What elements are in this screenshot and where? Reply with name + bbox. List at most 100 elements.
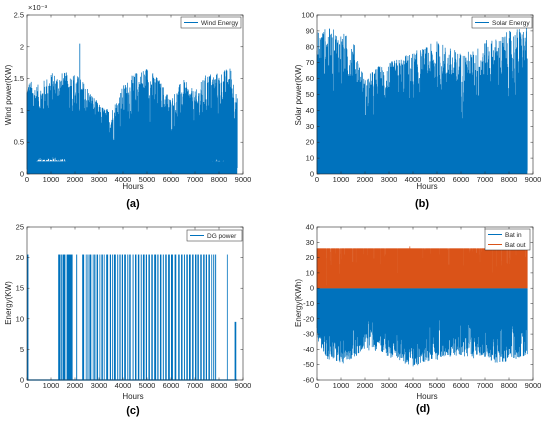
dg-on-block-14	[101, 254, 103, 380]
solar-caption: (b)	[415, 198, 429, 210]
dg-on-block-17	[109, 254, 111, 380]
dg-on-block-4	[66, 254, 73, 380]
dg-on-block-24	[127, 254, 129, 380]
dg-on-block-53	[208, 254, 210, 380]
dg-on-block-8	[87, 254, 89, 380]
axes-box	[26, 14, 244, 175]
dg-legend-label: DG power	[207, 233, 237, 240]
dg-on-block-1	[58, 254, 61, 380]
y-tick-label-4: 20	[16, 253, 24, 262]
dg-on-block-54	[211, 254, 213, 380]
x-tick-label-6: 6000	[453, 381, 470, 390]
dg-on-block-21	[119, 254, 121, 380]
solar-ylabel: Solar power(KW)	[294, 64, 303, 125]
x-tick-label-1: 1000	[333, 175, 350, 184]
x-tick-label-6: 6000	[163, 175, 180, 184]
bat-out-band	[317, 248, 528, 289]
dg-on-block-28	[137, 254, 140, 380]
x-tick-label-4: 4000	[405, 381, 422, 390]
dg-on-block-48	[195, 254, 197, 380]
dg-power-panel: 0 1000 2000 3000 4000 5000 6000 7000 8000 9000 0 5 1…	[4, 223, 251, 418]
dg-on-block-7	[85, 254, 87, 380]
wind-plot-area: 0 1000 2000 3000 4000 5000 6000 7000 8000 9000 0 0.…	[14, 11, 252, 185]
dg-on-block-55	[213, 254, 215, 380]
x-tick-label-9: 9000	[525, 381, 542, 390]
wind-legend: Wind Energy	[180, 16, 242, 29]
x-tick-label-7: 7000	[477, 175, 494, 184]
x-tick-label-4: 4000	[405, 175, 422, 184]
y-tick-label-1: 0.5	[14, 138, 24, 147]
dg-on-block-33	[151, 254, 153, 380]
dg-on-block-36	[159, 254, 162, 380]
dg-on-block-30	[142, 254, 145, 380]
solar-plot-area: 0 1000 2000 3000 4000 5000 6000 7000 8000 9000 0 10…	[301, 11, 541, 185]
x-tick-label-5: 5000	[429, 381, 446, 390]
dg-on-block-40	[171, 254, 173, 380]
y-tick-label-10: 100	[301, 11, 314, 20]
dg-on-block-15	[103, 254, 105, 380]
dg-on-block-42	[178, 254, 180, 380]
battery-legend-label-in: Bat in	[505, 232, 522, 239]
x-tick-label-2: 2000	[67, 175, 84, 184]
dg-on-block-16	[106, 254, 109, 380]
y-tick-label-6: 0	[310, 284, 314, 293]
wind-legend-label: Wind Energy	[201, 20, 239, 27]
y-tick-label-1: 10	[306, 154, 314, 163]
y-tick-label-8: 80	[306, 42, 314, 51]
x-tick-label-3: 3000	[381, 381, 398, 390]
dg-on-block-2	[60, 254, 62, 380]
y-tick-label-7: 10	[306, 268, 314, 277]
wind-base-band	[27, 161, 238, 174]
y-tick-label-3: 15	[16, 284, 24, 293]
dg-on-block-6	[82, 254, 85, 380]
y-tick-label-5: 25	[16, 223, 24, 232]
dg-on-block-32	[148, 254, 150, 380]
dg-on-block-12	[96, 254, 99, 380]
x-tick-label-6: 6000	[163, 381, 180, 390]
dg-on-block-35	[157, 254, 159, 380]
x-tick-label-8: 8000	[211, 175, 228, 184]
y-tick-label-2: -40	[303, 345, 314, 354]
battery-panel: 0 1000 2000 3000 4000 5000 6000 7000 8000 9000 -60…	[294, 223, 541, 416]
y-tick-label-1: 5	[20, 345, 24, 354]
dg-on-block-18	[112, 254, 113, 380]
dg-on-block-23	[124, 254, 126, 380]
dg-on-block-22	[121, 254, 123, 380]
y-tick-label-9: 90	[306, 26, 314, 35]
x-tick-label-8: 8000	[211, 381, 228, 390]
dg-on-block-25	[129, 254, 131, 380]
x-tick-label-5: 5000	[139, 381, 156, 390]
dg-on-block-52	[205, 254, 207, 380]
y-tick-label-4: 2	[20, 42, 24, 51]
wind-caption: (a)	[126, 198, 140, 210]
dg-legend: DG power	[186, 229, 243, 242]
battery-caption: (d)	[416, 403, 430, 415]
dg-on-block-34	[154, 254, 157, 380]
dg-on-block-47	[192, 254, 194, 380]
dg-plot-area: 0 1000 2000 3000 4000 5000 6000 7000 8000 9000 0 5 1…	[16, 223, 252, 391]
x-tick-label-2: 2000	[357, 175, 374, 184]
y-tick-label-4: -20	[303, 314, 314, 323]
battery-xlabel: Hours	[416, 392, 437, 401]
x-tick-label-0: 0	[25, 381, 29, 390]
y-tick-label-7: 70	[306, 58, 314, 67]
y-tick-label-3: -30	[303, 330, 314, 339]
dg-caption: (c)	[126, 405, 140, 417]
solar-legend-box	[471, 16, 533, 29]
x-tick-label-5: 5000	[139, 175, 156, 184]
dg-on-block-31	[145, 254, 147, 380]
x-tick-label-0: 0	[25, 175, 29, 184]
y-tick-label-4: 40	[306, 106, 314, 115]
y-tick-label-9: 30	[306, 238, 314, 247]
y-tick-label-0: 0	[20, 376, 24, 385]
dg-on-block-20	[117, 254, 119, 380]
y-tick-label-2: 10	[16, 314, 24, 323]
solar-legend: Solar Energy	[471, 16, 533, 29]
x-tick-label-8: 8000	[501, 381, 518, 390]
dg-on-block-13	[99, 254, 101, 380]
dg-on-block-39	[168, 254, 170, 380]
wind-energy-panel: 0 1000 2000 3000 4000 5000 6000 7000 8000 9000 0 0.…	[4, 3, 251, 210]
x-tick-label-3: 3000	[91, 381, 108, 390]
bat-in-band	[317, 288, 528, 307]
